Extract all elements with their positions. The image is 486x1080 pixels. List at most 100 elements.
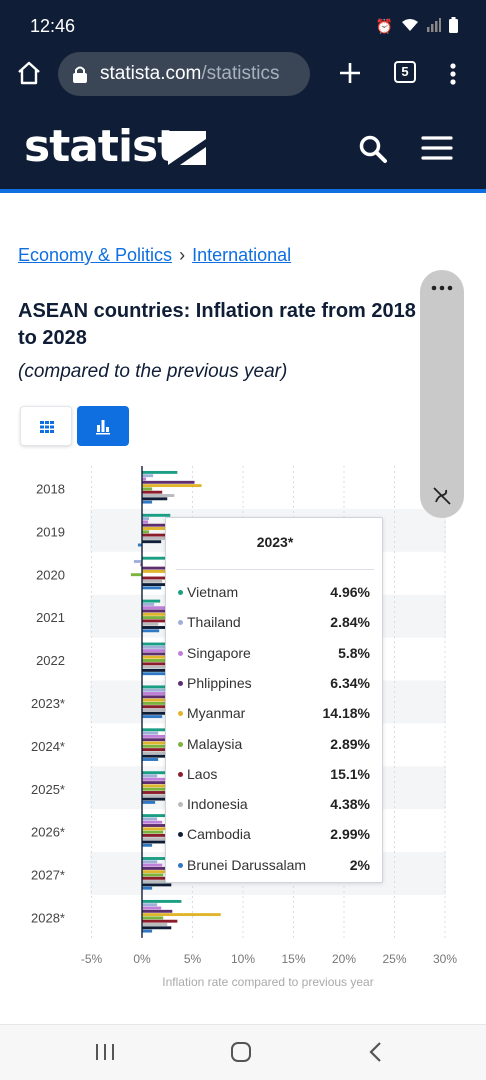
browser-home-button[interactable]	[16, 60, 42, 86]
bar	[142, 906, 162, 910]
chart-view-button[interactable]	[77, 406, 129, 446]
bar	[142, 923, 168, 926]
bar	[142, 520, 149, 524]
tooltip-row: Myanmar 14.18%	[176, 705, 374, 725]
bar	[142, 824, 173, 827]
recent-apps-icon[interactable]	[94, 1042, 116, 1062]
bar	[142, 929, 153, 933]
bar	[142, 734, 178, 738]
tooltip-series-value: 6.34%	[330, 674, 370, 691]
site-header: statista	[0, 96, 486, 193]
tooltip-row: Indonesia 4.38%	[176, 796, 374, 816]
bar	[142, 494, 175, 497]
url-host: statista.com	[100, 63, 202, 84]
lock-icon	[73, 66, 87, 83]
bar	[142, 616, 168, 620]
bar	[142, 840, 171, 844]
breadcrumb: Economy & Politics › International	[18, 245, 291, 266]
alarm-icon: ⏰	[375, 18, 393, 34]
bar	[142, 579, 163, 583]
y-category-label: 2025*	[31, 782, 65, 797]
bar	[142, 926, 172, 930]
status-bar: 12:46 ⏰	[0, 0, 486, 52]
bar	[142, 536, 171, 540]
url-text: statista.com/statistics	[100, 63, 302, 85]
bar	[142, 873, 164, 877]
x-tick-label: 0%	[133, 952, 151, 966]
x-axis-label: Inflation rate compared to previous year	[162, 975, 373, 989]
bar	[142, 642, 175, 646]
bar	[142, 774, 158, 778]
bar	[142, 781, 175, 785]
bar	[142, 586, 162, 590]
site-menu-button[interactable]	[421, 135, 453, 161]
page-subtitle: (compared to the previous year)	[18, 361, 288, 382]
tooltip-series-name: Cambodia	[187, 826, 251, 843]
x-tick-label: 10%	[231, 952, 255, 966]
bar	[142, 629, 160, 633]
legend-dot	[178, 620, 183, 626]
android-nav-bar	[0, 1024, 486, 1080]
bar	[142, 556, 175, 560]
bar	[142, 771, 179, 775]
tooltip-series-value: 4.38%	[330, 796, 370, 813]
grid-icon	[40, 421, 54, 433]
bar	[142, 833, 188, 837]
table-view-button[interactable]	[20, 406, 72, 446]
tooltip-series-value: 2.84%	[330, 614, 370, 631]
y-category-label: 2027*	[31, 868, 65, 883]
bar-chart-icon	[96, 420, 110, 435]
bar	[142, 886, 153, 890]
bar	[142, 814, 178, 818]
bar	[142, 751, 171, 755]
bar	[142, 876, 183, 880]
bar	[142, 497, 168, 501]
breadcrumb-economy-politics[interactable]: Economy & Politics	[18, 245, 173, 265]
tooltip-divider	[176, 569, 374, 570]
bar	[142, 474, 154, 478]
y-category-label: 2026*	[31, 825, 65, 840]
pen-off-icon[interactable]	[432, 486, 452, 506]
status-time: 12:46	[30, 16, 76, 36]
bar	[142, 500, 153, 504]
tooltip-row: Brunei Darussalam 2%	[176, 857, 374, 877]
address-bar[interactable]: statista.com/statistics	[58, 52, 310, 96]
bar	[142, 533, 176, 537]
legend-dot	[178, 650, 183, 656]
more-dots-icon[interactable]	[431, 284, 453, 292]
bar	[142, 787, 166, 791]
tooltip-series-name: Indonesia	[187, 796, 248, 813]
bar	[142, 837, 169, 841]
tooltip-row: Thailand 2.84%	[176, 614, 374, 634]
bar	[142, 708, 187, 712]
page-title: ASEAN countries: Inflation rate from 201…	[18, 300, 416, 349]
nav-home-icon[interactable]	[230, 1041, 252, 1063]
bar	[142, 731, 159, 735]
tooltip-series-value: 4.96%	[330, 584, 370, 600]
bar	[142, 688, 171, 692]
bar	[142, 619, 181, 623]
bar	[142, 612, 179, 616]
new-tab-button[interactable]	[337, 60, 363, 86]
x-tick-label: 15%	[281, 952, 305, 966]
tooltip-series-name: Brunei Darussalam	[187, 856, 307, 873]
tooltip-series-name: Myanmar	[187, 705, 246, 722]
browser-menu-button[interactable]	[445, 60, 461, 88]
floating-tools-panel[interactable]	[420, 270, 464, 518]
tab-switcher-button[interactable]: 5	[394, 61, 416, 83]
tooltip-series-name: Laos	[187, 765, 218, 782]
bar	[142, 820, 163, 824]
bar	[142, 758, 159, 761]
bar	[142, 857, 178, 860]
bar	[142, 490, 163, 494]
bar	[142, 883, 172, 887]
status-icons: ⏰	[376, 17, 458, 36]
bar	[142, 909, 173, 913]
bar	[142, 470, 178, 474]
back-icon[interactable]	[368, 1041, 384, 1063]
bar	[142, 566, 167, 570]
legend-dot	[178, 741, 183, 747]
y-category-label: 2024*	[31, 739, 65, 754]
site-search-button[interactable]	[358, 134, 388, 164]
breadcrumb-international[interactable]: International	[192, 245, 292, 265]
